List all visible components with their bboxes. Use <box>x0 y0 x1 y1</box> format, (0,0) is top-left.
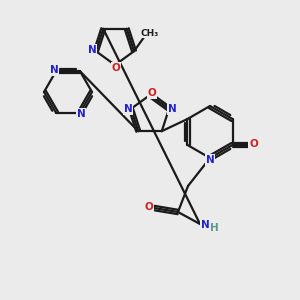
Text: CH₃: CH₃ <box>141 29 159 38</box>
Text: N: N <box>124 104 132 114</box>
Text: N: N <box>201 220 209 230</box>
Text: O: O <box>148 88 156 98</box>
Text: O: O <box>112 63 120 73</box>
Text: N: N <box>76 109 85 119</box>
Text: N: N <box>206 155 214 165</box>
Text: N: N <box>88 45 96 55</box>
Text: O: O <box>249 139 258 149</box>
Text: H: H <box>210 223 218 233</box>
Text: N: N <box>168 104 176 114</box>
Text: N: N <box>50 65 58 75</box>
Text: O: O <box>145 202 153 212</box>
